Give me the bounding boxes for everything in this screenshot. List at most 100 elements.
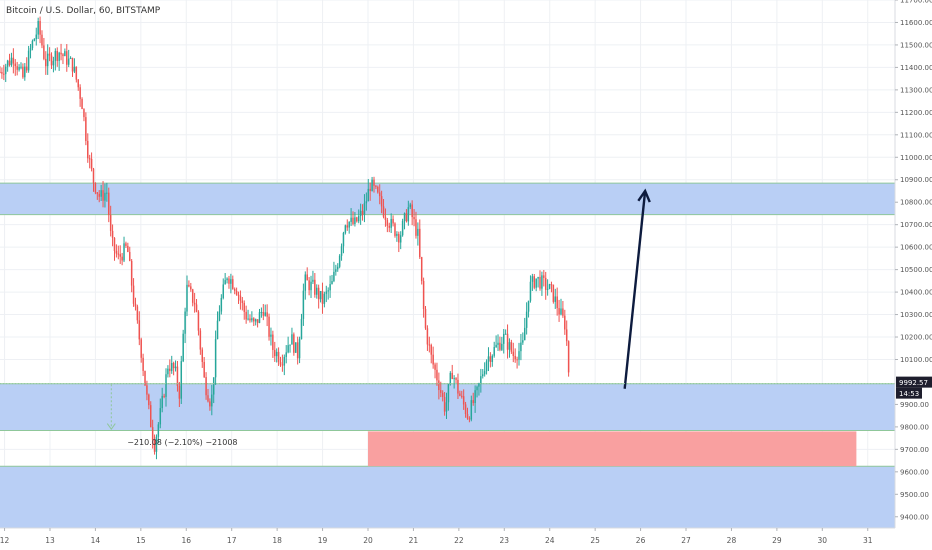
- chart-zones: [0, 182, 895, 531]
- candle: [356, 217, 358, 222]
- candle: [121, 256, 123, 261]
- time-tick-label: 30: [818, 536, 828, 545]
- candle: [165, 374, 167, 397]
- candle: [480, 376, 482, 384]
- price-tick-label: 10500.00: [900, 266, 932, 274]
- candle: [564, 315, 566, 330]
- candle: [56, 51, 58, 61]
- price-axis[interactable]: 9400.00 9500.00 9600.00 9700.00 9800.00 9900.…: [894, 0, 932, 550]
- candle: [174, 366, 177, 369]
- time-tick-label: 17: [227, 536, 237, 545]
- time-tick-label: 28: [727, 536, 737, 545]
- candle: [211, 394, 213, 407]
- candle: [220, 297, 223, 312]
- candle: [16, 66, 18, 70]
- candle: [159, 408, 162, 425]
- time-tick-label: 24: [545, 536, 555, 545]
- candle: [167, 368, 169, 375]
- candle: [457, 379, 459, 394]
- candle: [508, 342, 511, 350]
- price-tick-label: 10700.00: [900, 221, 932, 229]
- candle: [64, 51, 66, 57]
- candle: [251, 318, 253, 321]
- candle: [69, 57, 72, 59]
- chart-title: Bitcoin / U.S. Dollar, 60, BITSTAMP: [6, 6, 161, 16]
- candle: [8, 60, 11, 66]
- measure-annotation: −210.08 (−2.10%) −21008: [127, 438, 237, 447]
- candle: [482, 374, 484, 377]
- time-tick-label: 22: [454, 536, 464, 545]
- candle: [258, 312, 261, 323]
- candle: [373, 179, 375, 186]
- candle: [455, 378, 457, 380]
- candle: [62, 54, 64, 57]
- candle: [186, 284, 188, 312]
- candle: [272, 334, 274, 350]
- time-tick-label: 15: [136, 536, 146, 545]
- candle: [4, 66, 7, 75]
- candle: [142, 357, 144, 371]
- target-zone: [367, 431, 857, 467]
- candle: [308, 280, 310, 291]
- candle: [253, 318, 255, 322]
- candle: [12, 57, 15, 64]
- time-tick-label: 29: [772, 536, 782, 545]
- candle: [438, 380, 440, 391]
- candle: [41, 34, 43, 46]
- candle: [474, 390, 476, 404]
- candle: [556, 296, 558, 309]
- candle: [502, 333, 505, 344]
- candle: [314, 279, 316, 295]
- time-axis[interactable]: 12 13 14 15 16 17 18 19 20 21 22 23 24 25 26 27 28 29 30 31: [0, 527, 895, 550]
- candle: [71, 57, 74, 72]
- candle: [43, 45, 45, 59]
- candle: [487, 356, 490, 362]
- time-tick-label: 21: [409, 536, 419, 545]
- candle: [411, 204, 413, 218]
- candle: [22, 66, 24, 78]
- candle: [523, 327, 526, 341]
- candle: [60, 52, 62, 55]
- candle: [138, 320, 141, 340]
- candle: [348, 221, 350, 228]
- candle: [27, 50, 30, 71]
- candle: [77, 79, 79, 88]
- candle: [539, 276, 541, 289]
- candle: [79, 87, 81, 99]
- candle: [245, 311, 247, 320]
- chart-overlays: −210.08 (−2.10%) −21008: [0, 188, 895, 447]
- candle: [377, 186, 379, 193]
- candle: [266, 312, 268, 317]
- candle: [113, 237, 116, 251]
- candle: [531, 276, 534, 282]
- candle: [291, 334, 293, 345]
- candle: [340, 246, 343, 256]
- candle: [88, 158, 91, 160]
- candle: [346, 225, 349, 228]
- candle: [66, 51, 68, 65]
- time-tick-label: 16: [181, 536, 191, 545]
- candle: [493, 347, 495, 356]
- candle: [413, 217, 415, 220]
- candle: [140, 339, 142, 358]
- candle: [218, 311, 221, 321]
- candle: [237, 294, 240, 296]
- price-tick-label: 9500.00: [900, 491, 929, 499]
- candle: [485, 361, 488, 372]
- candle: [323, 293, 326, 304]
- candle: [295, 342, 297, 353]
- candle: [193, 302, 196, 305]
- candle: [388, 225, 391, 228]
- candle: [382, 206, 385, 217]
- candle: [106, 192, 108, 194]
- measure-arrow-icon: [106, 423, 116, 431]
- price-tick-label: 9900.00: [900, 401, 929, 409]
- candle: [39, 21, 41, 35]
- candle: [270, 334, 272, 337]
- candle: [453, 378, 455, 380]
- candle: [115, 250, 118, 254]
- candle: [466, 413, 469, 419]
- candle: [205, 377, 207, 396]
- candle: [562, 308, 564, 316]
